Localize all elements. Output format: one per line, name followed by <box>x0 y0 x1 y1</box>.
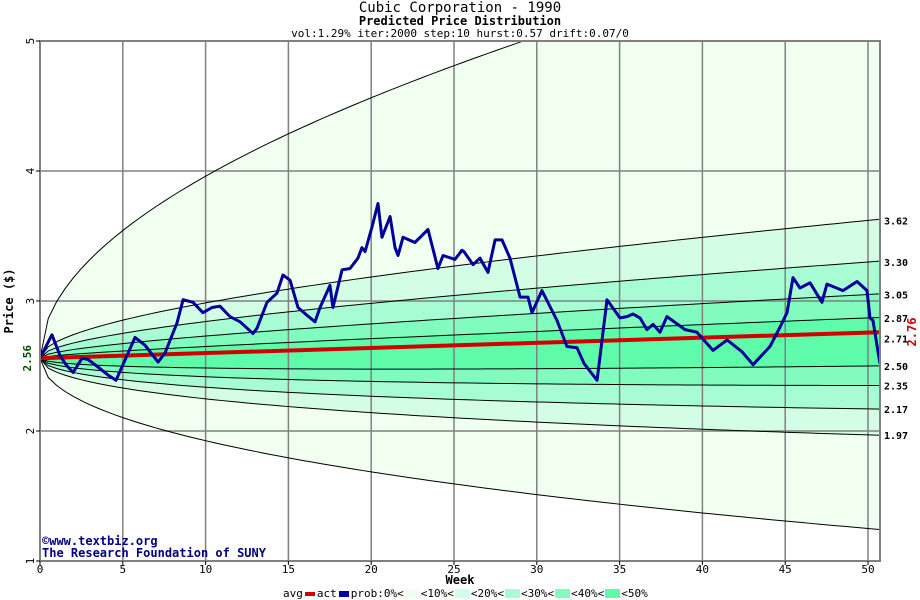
x-axis-label: Week <box>446 573 476 587</box>
band-line-p20 <box>40 357 880 410</box>
y-axis-label: Price ($) <box>2 268 16 333</box>
end-price-label: 2.76 <box>905 318 919 347</box>
right-band-label: 3.05 <box>884 291 908 302</box>
legend-band-2: <20%< <box>470 587 504 600</box>
right-band-label: 2.71 <box>884 335 908 346</box>
actual-price-line <box>40 202 880 382</box>
right-band-label: 2.50 <box>884 362 908 373</box>
legend-act-label: act <box>316 587 337 600</box>
legend-act-swatch <box>338 590 349 597</box>
legend-band-0: 0%< <box>383 587 404 600</box>
band-line-p70 <box>40 293 880 359</box>
right-band-label: 3.62 <box>884 216 908 227</box>
y-tick-label: 5 <box>24 38 37 45</box>
legend-swatch-2 <box>505 589 520 598</box>
chart-params: vol:1.29% iter:2000 step:10 hurst:0.57 d… <box>291 27 629 40</box>
legend: avg act prob: 0%< <10%< <20%< <30%< <40%… <box>283 587 648 600</box>
x-tick-label: 0 <box>37 563 44 576</box>
y-tick-label: 4 <box>24 167 37 174</box>
x-tick-label: 20 <box>365 563 378 576</box>
y-tick-label: 2 <box>24 428 37 435</box>
x-tick-label: 40 <box>696 563 709 576</box>
legend-avg-label: avg <box>283 587 303 600</box>
band-line-p10 <box>40 357 880 436</box>
band-line-outer_low <box>40 358 880 531</box>
chart-subtitle: Predicted Price Distribution <box>358 14 562 28</box>
legend-avg-swatch <box>304 591 315 596</box>
avg-line <box>40 330 880 361</box>
x-tick-label: 10 <box>199 563 212 576</box>
legend-swatch-0 <box>404 589 420 598</box>
x-tick-label: 50 <box>861 563 874 576</box>
band-line-p30 <box>40 357 880 387</box>
copyright-text: ©www.textbiz.org <box>42 534 158 548</box>
legend-swatch-4 <box>605 589 621 598</box>
right-band-label: 3.30 <box>884 258 908 269</box>
plot-area <box>40 41 880 561</box>
legend-band-3: <30%< <box>521 587 555 600</box>
x-tick-label: 45 <box>779 563 792 576</box>
legend-prob-label: prob: <box>350 587 384 600</box>
right-band-label: 2.17 <box>884 405 908 416</box>
start-price-label: 2.56 <box>21 345 34 372</box>
legend-band-5: <50% <box>621 587 648 600</box>
band-line-p40 <box>40 357 880 370</box>
org-text: The Research Foundation of SUNY <box>42 546 267 560</box>
legend-band-1: <10%< <box>420 587 454 600</box>
legend-swatch-1 <box>454 589 470 598</box>
x-tick-label: 5 <box>119 563 126 576</box>
chart-title: Cubic Corporation - 1990 <box>358 0 562 16</box>
x-tick-label: 25 <box>447 563 460 576</box>
y-tick-label: 3 <box>24 298 37 305</box>
right-band-label: 1.97 <box>884 431 908 442</box>
band-line-p60 <box>40 316 880 359</box>
x-tick-label: 35 <box>613 563 626 576</box>
legend-swatch-3 <box>555 589 571 598</box>
band-line-p80 <box>40 260 880 359</box>
right-band-label: 2.87 <box>884 314 908 325</box>
x-tick-label: 30 <box>530 563 543 576</box>
legend-band-4: <40%< <box>571 587 605 600</box>
x-tick-label: 15 <box>282 563 295 576</box>
y-tick-label: 1 <box>24 558 37 565</box>
band-line-outer_high <box>40 41 525 359</box>
right-band-label: 2.35 <box>884 382 908 393</box>
